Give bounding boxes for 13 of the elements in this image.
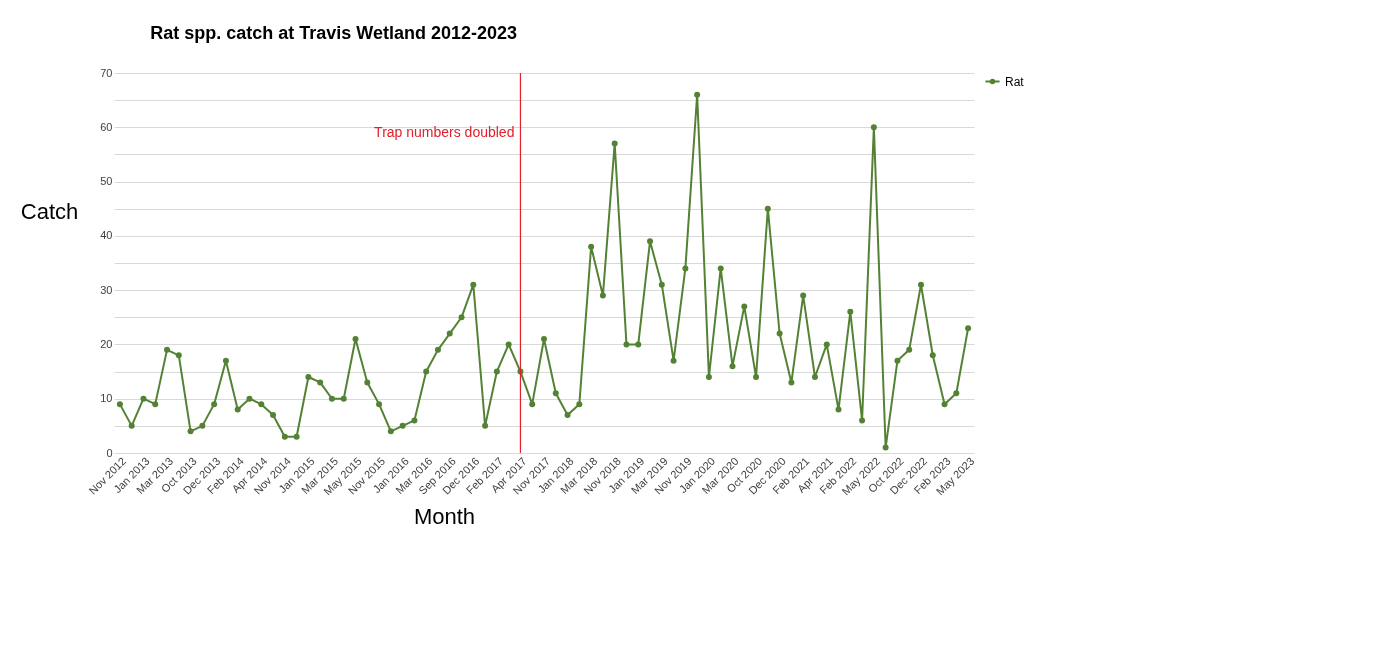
- y-tick-label: 70: [100, 66, 113, 79]
- x-axis-title: Month: [413, 504, 476, 530]
- y-tick-label: 10: [100, 392, 113, 405]
- chart-title: Rat spp. catch at Travis Wetland 2012-2023: [150, 23, 518, 43]
- ref-line-label: Trap numbers doubled: [374, 124, 515, 140]
- y-tick-label: 60: [100, 120, 113, 133]
- legend-label: Rat: [1005, 74, 1025, 89]
- y-tick-label: 30: [100, 283, 113, 296]
- y-tick-label: 50: [100, 175, 113, 188]
- y-tick-label: 20: [100, 337, 113, 350]
- y-tick-label: 40: [100, 229, 113, 242]
- y-tick-label: 0: [106, 446, 113, 459]
- y-axis-title: Catch: [20, 198, 79, 224]
